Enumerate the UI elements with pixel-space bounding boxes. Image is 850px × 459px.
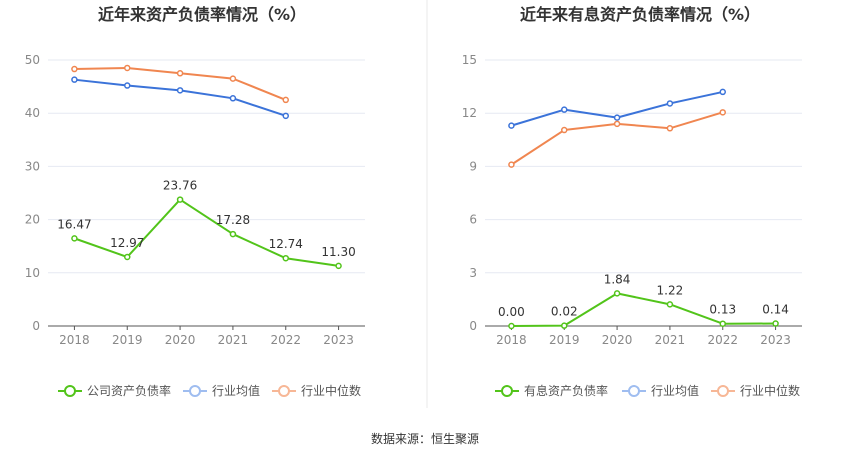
chart1-data-label: 11.30: [321, 245, 355, 259]
data-source: 数据来源：恒生聚源: [370, 432, 479, 446]
chart2-data-point[interactable]: [719, 320, 726, 327]
chart2-x-tick-label: 2018: [496, 333, 527, 347]
chart2-y-tick-label: 3: [469, 266, 477, 280]
chart2-x-tick-label: 2023: [760, 333, 791, 347]
chart2-title: 近年来有息资产负债率情况（%）: [520, 5, 760, 24]
chart2-legend-label[interactable]: 行业中位数: [740, 383, 800, 398]
chart2-x-tick-label: 2020: [602, 333, 633, 347]
chart2-data-point[interactable]: [561, 126, 568, 134]
chart2-y-tick-label: 0: [469, 319, 477, 333]
chart1-data-point[interactable]: [71, 65, 78, 73]
chart1-data-label: 12.74: [269, 237, 303, 251]
chart2-data-point[interactable]: [772, 320, 779, 327]
chart1-y-tick-label: 20: [25, 213, 40, 227]
chart1-data-point[interactable]: [335, 262, 342, 270]
chart2-data-label: 0.13: [709, 303, 736, 317]
chart2-data-point[interactable]: [561, 322, 568, 329]
chart1-y-tick-label: 40: [25, 106, 40, 120]
chart2-legend-marker[interactable]: [628, 385, 640, 397]
chart1-legend-label[interactable]: 公司资产负债率: [87, 383, 171, 398]
chart2-data-label: 0.02: [551, 305, 578, 319]
chart2-data-point[interactable]: [508, 322, 515, 330]
chart2-x-tick-label: 2019: [549, 333, 580, 347]
chart2-data-label: 1.22: [657, 283, 684, 297]
chart1-title: 近年来资产负债率情况（%）: [98, 5, 306, 24]
chart2-data-point[interactable]: [508, 161, 515, 168]
chart1-data-point[interactable]: [124, 64, 131, 72]
chart1-data-point[interactable]: [282, 254, 289, 262]
chart1-data-point[interactable]: [229, 75, 237, 82]
chart1-data-label: 23.76: [163, 179, 197, 193]
chart2-x-tick-label: 2022: [707, 333, 738, 347]
chart2-data-label: 0.00: [498, 305, 525, 319]
chart1-data-point[interactable]: [229, 230, 237, 238]
chart1-data-point[interactable]: [282, 112, 289, 120]
chart2-x-tick-label: 2021: [655, 333, 686, 347]
chart2-data-point[interactable]: [508, 122, 515, 129]
chart1-data-label: 17.28: [216, 213, 250, 227]
chart1-data-point[interactable]: [124, 82, 131, 89]
chart2-legend-label[interactable]: 行业均值: [651, 383, 699, 398]
chart1-data-point[interactable]: [124, 253, 131, 261]
chart2-y-tick-label: 9: [469, 159, 477, 173]
chart1-legend-marker[interactable]: [189, 385, 201, 397]
chart2-data-point[interactable]: [561, 106, 568, 113]
chart2-data-point[interactable]: [613, 120, 621, 128]
chart1-data-label: 16.47: [57, 217, 91, 231]
chart2-data-point[interactable]: [719, 109, 726, 116]
chart1-x-tick-label: 2019: [112, 333, 143, 347]
chart1-y-tick-label: 0: [32, 319, 40, 333]
chart1-company-line: [74, 198, 339, 267]
chart1-data-point[interactable]: [282, 96, 289, 104]
chart2-company-line: [511, 292, 776, 327]
chart1-legend-label[interactable]: 行业中位数: [301, 383, 361, 398]
chart2-data-point[interactable]: [613, 114, 621, 121]
chart1-legend-marker[interactable]: [64, 385, 76, 397]
chart2-y-tick-label: 15: [462, 53, 477, 67]
chart1-data-point[interactable]: [176, 196, 184, 203]
chart2-legend-marker[interactable]: [717, 385, 729, 397]
chart1-x-tick-label: 2022: [270, 333, 301, 347]
chart2-legend-label[interactable]: 有息资产负债率: [524, 383, 608, 398]
chart1-data-point[interactable]: [229, 95, 237, 102]
chart1-data-point[interactable]: [71, 235, 78, 242]
chart1-data-point[interactable]: [176, 70, 184, 77]
chart1-legend-marker[interactable]: [278, 385, 290, 397]
chart2-data-point[interactable]: [719, 88, 726, 96]
chart1-industry-mean-line: [74, 78, 287, 117]
chart2-y-tick-label: 6: [469, 213, 477, 227]
chart1-y-tick-label: 50: [25, 53, 40, 67]
chart1-x-tick-label: 2021: [218, 333, 249, 347]
chart1-data-label: 12.97: [110, 236, 144, 250]
chart2-legend-marker[interactable]: [501, 385, 513, 397]
chart1-legend-label[interactable]: 行业均值: [212, 383, 260, 398]
chart1-y-tick-label: 10: [25, 266, 40, 280]
chart2-data-label: 0.14: [762, 303, 789, 317]
chart1-x-tick-label: 2018: [59, 333, 90, 347]
chart2-data-label: 1.84: [604, 272, 631, 286]
chart1-x-tick-label: 2023: [323, 333, 354, 347]
chart2-data-point[interactable]: [613, 290, 621, 297]
chart2-data-point[interactable]: [666, 125, 674, 132]
chart1-y-tick-label: 30: [25, 159, 40, 173]
chart1-x-tick-label: 2020: [165, 333, 196, 347]
chart1-data-point[interactable]: [71, 76, 78, 83]
chart2-y-tick-label: 12: [462, 106, 477, 120]
chart2-data-point[interactable]: [666, 100, 674, 107]
chart1-data-point[interactable]: [176, 87, 184, 94]
chart2-data-point[interactable]: [666, 301, 674, 308]
